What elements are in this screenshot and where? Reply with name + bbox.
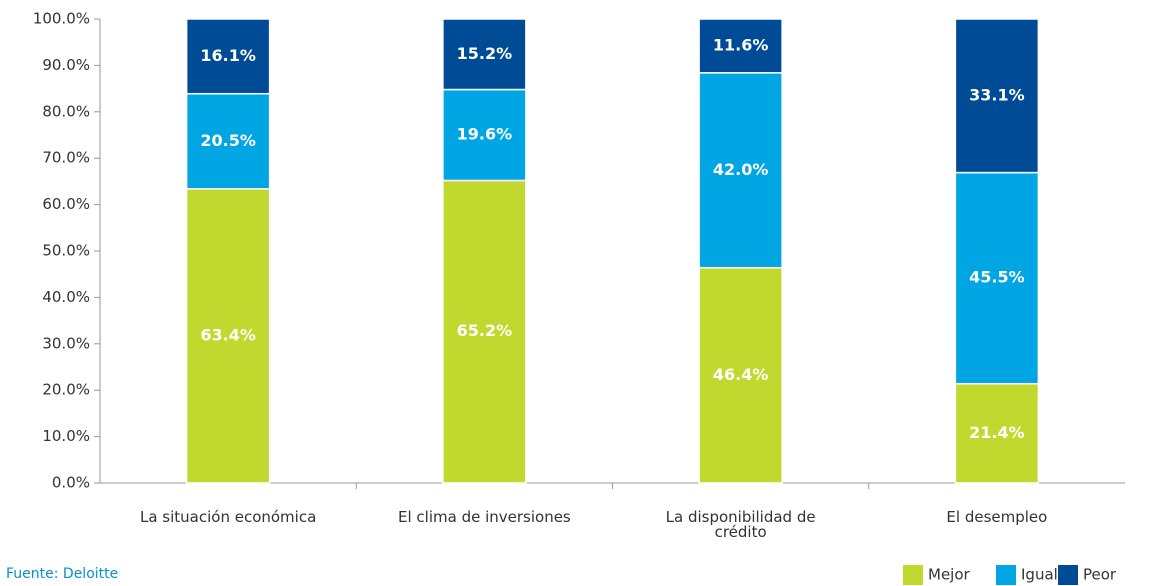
value-label: 15.2% xyxy=(457,44,513,63)
legend-label: Igual xyxy=(1021,566,1058,584)
bar-segment xyxy=(954,18,1040,174)
legend-swatch xyxy=(996,565,1016,585)
bar-segment xyxy=(698,18,783,74)
y-tick-label: 0.0% xyxy=(52,474,90,492)
bar-segment xyxy=(185,188,271,484)
y-tick-label: 20.0% xyxy=(42,381,90,399)
y-tick-label: 50.0% xyxy=(42,242,90,260)
value-label: 65.2% xyxy=(457,321,513,340)
y-tick-label: 30.0% xyxy=(42,334,90,352)
y-tick-label: 80.0% xyxy=(42,102,90,120)
bar-segment xyxy=(698,72,783,269)
bar-segment xyxy=(954,382,1040,484)
value-label: 11.6% xyxy=(713,35,769,54)
y-tick-label: 60.0% xyxy=(42,195,90,213)
legend-label: Mejor xyxy=(928,566,971,584)
bar-segment xyxy=(442,18,527,91)
x-tick-label: La situación económica xyxy=(139,508,317,526)
x-tick-label: El clima de inversiones xyxy=(398,508,571,526)
value-label: 19.6% xyxy=(457,125,513,144)
value-label: 16.1% xyxy=(200,46,256,65)
legend-swatch xyxy=(1058,565,1078,585)
y-tick-label: 90.0% xyxy=(42,56,90,74)
y-tick-label: 70.0% xyxy=(42,149,90,167)
x-tick-label: El desempleo xyxy=(946,508,1048,526)
bar-segment xyxy=(954,171,1040,385)
value-label: 42.0% xyxy=(713,160,769,179)
bar-segment xyxy=(185,18,271,95)
value-label: 20.5% xyxy=(200,131,256,150)
legend-label: Peor xyxy=(1083,566,1117,584)
bar-segment xyxy=(442,88,527,182)
x-tick-label: La disponibilidad de crédito xyxy=(665,508,816,541)
y-tick-label: 10.0% xyxy=(42,427,90,445)
value-label: 45.5% xyxy=(969,268,1025,287)
bar-segment xyxy=(442,179,527,484)
source: Fuente: Deloitte xyxy=(6,566,119,582)
value-label: 21.4% xyxy=(969,423,1025,442)
y-tick-label: 40.0% xyxy=(42,288,90,306)
value-label: 33.1% xyxy=(969,85,1025,104)
value-label: 63.4% xyxy=(200,325,256,344)
legend-swatch xyxy=(903,565,923,585)
y-tick-label: 100.0% xyxy=(33,10,90,28)
bar-segment xyxy=(185,92,271,190)
value-label: 46.4% xyxy=(713,365,769,384)
